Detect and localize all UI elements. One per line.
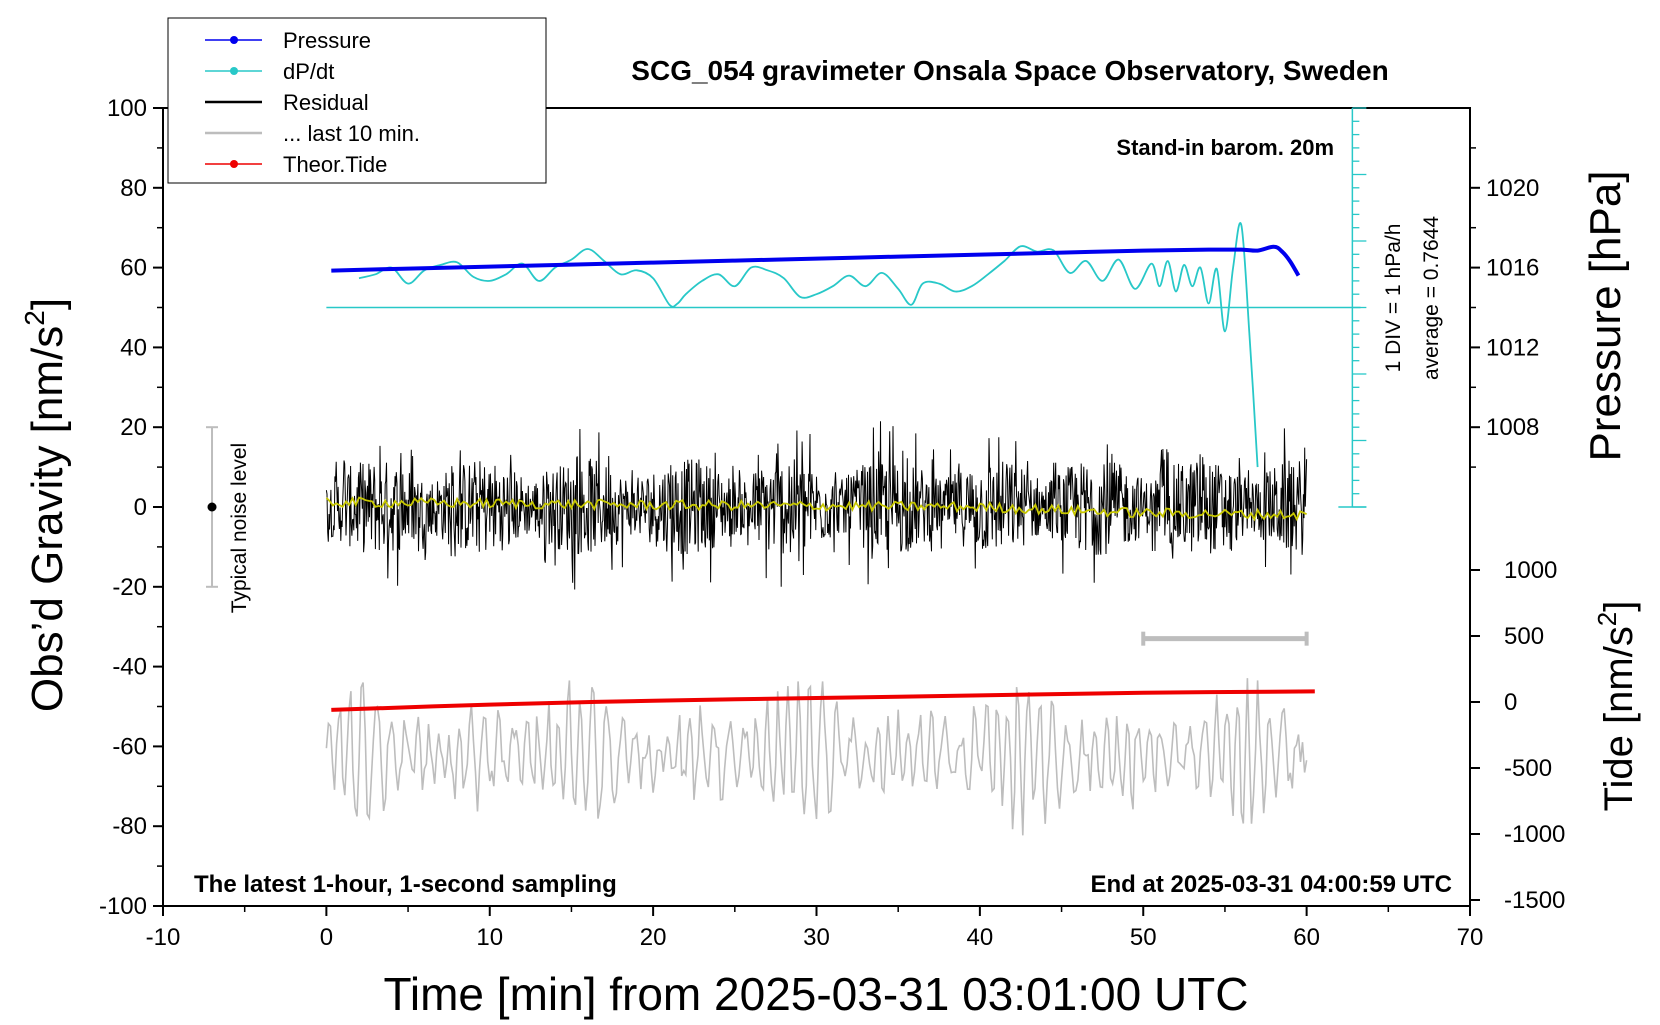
extras-group — [206, 426, 1309, 646]
y-axis-tide-label: Tide [nm/s2] — [1592, 601, 1641, 812]
y-axis-tide: 1000 500 0 -500 -1000 -1500 — [1470, 557, 1565, 914]
x-tick-label-2: 10 — [476, 924, 503, 951]
x-tick-label-0: -10 — [146, 924, 181, 951]
legend-box — [167, 17, 547, 184]
p-tick-label-1: 1016 — [1486, 255, 1539, 282]
x-tick-label-8: 70 — [1457, 924, 1484, 951]
dpdt-line — [358, 222, 1259, 468]
x-tick-label-5: 40 — [967, 924, 994, 951]
x-tick-label-7: 60 — [1293, 924, 1320, 951]
y-axis-left: 100 80 60 40 20 0 -20 -40 -60 -80 -100 — [99, 95, 163, 920]
legend-label-0: Pressure — [283, 28, 371, 53]
tide-label-close: ] — [1597, 601, 1641, 612]
x-tick-label-6: 50 — [1130, 924, 1157, 951]
theor-tide-line — [331, 689, 1315, 712]
y-axis-pressure-label: Pressure [hPa] — [1581, 170, 1630, 461]
legend-dot-4 — [230, 160, 238, 168]
y-tick-label-1: 80 — [120, 175, 147, 202]
chart-title: SCG_054 gravimeter Onsala Space Observat… — [631, 55, 1388, 86]
y-left-label-main: Obs’d Gravity [nm/s — [23, 326, 72, 712]
legend-label-1: dP/dt — [283, 59, 334, 84]
x-axis: -10 0 10 20 30 40 50 60 70 — [146, 906, 1484, 951]
tide-label-main: Tide [nm/s — [1597, 626, 1641, 811]
y-tick-label-6: -20 — [112, 574, 147, 601]
x-tick-label-4: 30 — [803, 924, 830, 951]
legend-label-4: Theor.Tide — [283, 152, 387, 177]
y-tick-label-8: -60 — [112, 733, 147, 760]
p-tick-label-3: 1008 — [1486, 414, 1539, 441]
p-tick-label-2: 1012 — [1486, 334, 1539, 361]
average-label: average = 0.7644 — [1420, 216, 1443, 380]
y-tick-label-10: -100 — [99, 893, 147, 920]
residual-smoothed-line — [325, 496, 1308, 522]
bottom-left-note: The latest 1-hour, 1-second sampling — [194, 871, 617, 898]
x-tick-label-1: 0 — [320, 924, 333, 951]
legend-label-2: Residual — [283, 90, 369, 115]
t-tick-label-3: -500 — [1504, 755, 1552, 782]
legend-label-3: ... last 10 min. — [283, 121, 420, 146]
y-tick-label-7: -40 — [112, 654, 147, 681]
y-tick-label-0: 100 — [107, 95, 147, 122]
p-tick-label-0: 1020 — [1486, 175, 1539, 202]
y-tick-label-9: -80 — [112, 813, 147, 840]
tide-label-sup: 2 — [1592, 612, 1622, 626]
t-tick-label-1: 500 — [1504, 623, 1544, 650]
residual-line — [325, 421, 1308, 590]
barometer-note: Stand-in barom. 20m — [1116, 135, 1334, 160]
y-tick-label-2: 60 — [120, 255, 147, 282]
div-label: 1 DIV = 1 hPa/h — [1382, 224, 1405, 373]
y-left-label-sup: 2 — [19, 310, 50, 326]
y-axis-left-label: Obs’d Gravity [nm/s2] — [19, 298, 72, 712]
bottom-right-note: End at 2025-03-31 04:00:59 UTC — [1091, 871, 1453, 898]
series-group — [325, 222, 1315, 836]
t-tick-label-5: -1500 — [1504, 887, 1565, 914]
y-tick-label-4: 20 — [120, 414, 147, 441]
y-left-label-close: ] — [23, 298, 72, 310]
legend: Pressure dP/dt Residual ... last 10 min. The… — [167, 17, 547, 184]
y-tick-label-5: 0 — [134, 494, 147, 521]
x-axis-label: Time [min] from 2025-03-31 03:01:00 UTC — [384, 968, 1249, 1020]
x-tick-label-3: 20 — [640, 924, 667, 951]
legend-dot-0 — [230, 36, 238, 44]
legend-dot-1 — [230, 67, 238, 75]
y-axis-pressure: 1020 1016 1012 1008 — [1470, 147, 1539, 468]
t-tick-label-0: 1000 — [1504, 557, 1557, 584]
t-tick-label-2: 0 — [1504, 689, 1517, 716]
pressure-line — [331, 244, 1301, 277]
noise-bar-center — [207, 502, 217, 512]
t-tick-label-4: -1000 — [1504, 821, 1565, 848]
dpdt-scale-axis — [326, 107, 1367, 508]
y-tick-label-3: 40 — [120, 334, 147, 361]
noise-label: Typical noise level — [228, 443, 251, 613]
last-10-min-line — [325, 678, 1308, 836]
